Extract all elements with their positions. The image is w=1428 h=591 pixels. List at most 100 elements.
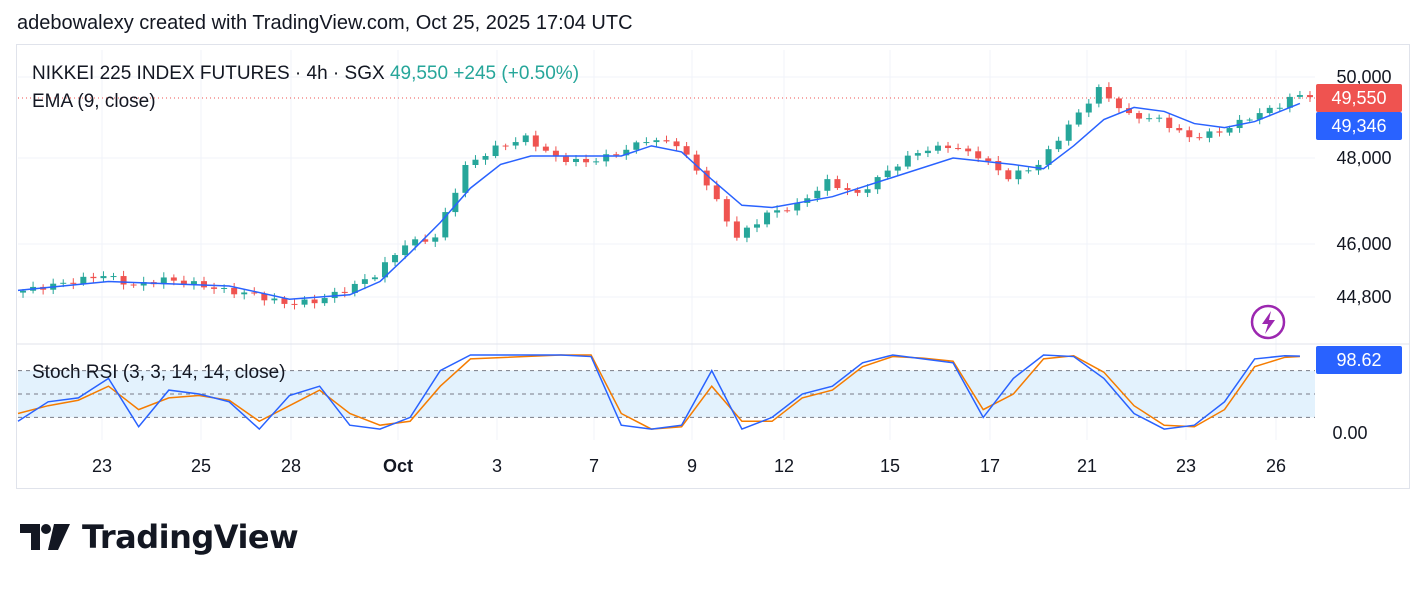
candle-body	[794, 202, 801, 211]
candle-body	[502, 145, 509, 147]
candle-body	[955, 148, 962, 150]
candle-body	[623, 149, 630, 156]
candle-body	[120, 276, 127, 285]
candle-body	[653, 140, 660, 143]
candle-body	[1246, 119, 1253, 121]
candle-body	[422, 239, 429, 242]
stoch-k-line	[17, 354, 1300, 431]
candle-body	[784, 210, 791, 212]
chart-frame	[16, 44, 1410, 489]
candle-body	[381, 262, 388, 278]
time-axis-label: 9	[687, 456, 697, 476]
candle-body	[311, 299, 318, 304]
candle-body	[90, 276, 97, 279]
time-axis-label: 15	[880, 456, 900, 476]
candle-body	[1186, 130, 1193, 138]
candle-body	[663, 140, 670, 142]
candle-body	[552, 150, 559, 157]
candle-body	[774, 210, 781, 213]
candle-body	[1055, 140, 1062, 150]
candle-body	[1226, 128, 1233, 133]
lightning-icon[interactable]	[1250, 304, 1286, 340]
ema-legend: EMA (9, close)	[32, 91, 156, 112]
candle-body	[884, 170, 891, 178]
time-axis-label: 25	[191, 456, 211, 476]
candle-body	[593, 161, 600, 163]
candle-body	[110, 276, 117, 278]
candle-body	[975, 151, 982, 159]
tradingview-logo-text: TradingView	[82, 518, 299, 556]
candle-body	[834, 179, 841, 189]
candle-body	[562, 156, 569, 162]
chart-caption: adebowalexy created with TradingView.com…	[17, 12, 633, 34]
candle-body	[1105, 87, 1112, 99]
candle-body	[1005, 170, 1012, 180]
candle-body	[1166, 117, 1173, 129]
candle-body	[753, 224, 760, 228]
candle-body	[683, 146, 690, 155]
candle-body	[573, 158, 580, 162]
candles	[20, 82, 1313, 310]
ema-price-tag	[1316, 112, 1402, 140]
candle-body	[361, 279, 368, 284]
lightning-icon-bolt	[1262, 311, 1275, 334]
candle-body	[673, 141, 680, 147]
candle-body	[874, 177, 881, 190]
tradingview-logo-icon	[20, 524, 70, 550]
ema-line	[17, 102, 1301, 300]
candle-body	[20, 290, 27, 293]
candle-body	[1266, 107, 1273, 114]
candle-body	[1196, 137, 1203, 139]
candle-body	[542, 146, 549, 151]
candle-body	[301, 299, 308, 305]
time-axis-label: 3	[492, 456, 502, 476]
candle-body	[713, 185, 720, 200]
symbol-name: NIKKEI 225 INDEX FUTURES · 4h · SGX	[32, 63, 390, 84]
time-axis-label: 23	[1176, 456, 1196, 476]
candle-body	[522, 135, 529, 143]
time-axis-label: 23	[92, 456, 112, 476]
candle-body	[271, 298, 278, 301]
stoch-legend: Stoch RSI (3, 3, 14, 14, close)	[32, 362, 285, 383]
candle-body	[1065, 124, 1072, 141]
time-axis-label: Oct	[383, 456, 413, 476]
candle-body	[452, 192, 459, 213]
candle-body	[854, 189, 861, 193]
candle-body	[261, 293, 268, 301]
candle-body	[965, 148, 972, 152]
ema-price-value: 49,346	[1331, 116, 1386, 136]
candle-body	[693, 154, 700, 171]
candle-body	[130, 284, 137, 286]
candle-body	[1256, 113, 1263, 120]
candle-body	[924, 150, 931, 154]
tradingview-logo[interactable]: TradingView	[20, 518, 299, 556]
candle-body	[1125, 108, 1132, 114]
candle-body	[1115, 98, 1122, 109]
time-axis-label: 28	[281, 456, 301, 476]
stoch-value-tag	[1316, 346, 1402, 374]
candle-body	[331, 291, 338, 299]
time-axis-label: 12	[774, 456, 794, 476]
candle-body	[532, 135, 539, 147]
candle-body	[201, 281, 208, 288]
candle-body	[1025, 170, 1032, 172]
price-axis-label: 46,000	[1336, 234, 1391, 254]
stoch-axis-label: 0.00	[1332, 423, 1367, 443]
candle-body	[1075, 112, 1082, 125]
candle-body	[341, 291, 348, 293]
candle-body	[80, 276, 87, 284]
candle-body	[281, 298, 288, 304]
candle-body	[291, 303, 298, 305]
candle-body	[985, 158, 992, 162]
candle-body	[764, 212, 771, 225]
candle-body	[864, 189, 871, 193]
candle-body	[1296, 95, 1303, 97]
candle-body	[824, 179, 831, 191]
candle-body	[743, 227, 750, 238]
candle-body	[995, 161, 1002, 171]
candle-body	[251, 292, 258, 294]
candle-body	[733, 221, 740, 238]
candle-body	[945, 145, 952, 149]
candle-body	[392, 255, 399, 263]
